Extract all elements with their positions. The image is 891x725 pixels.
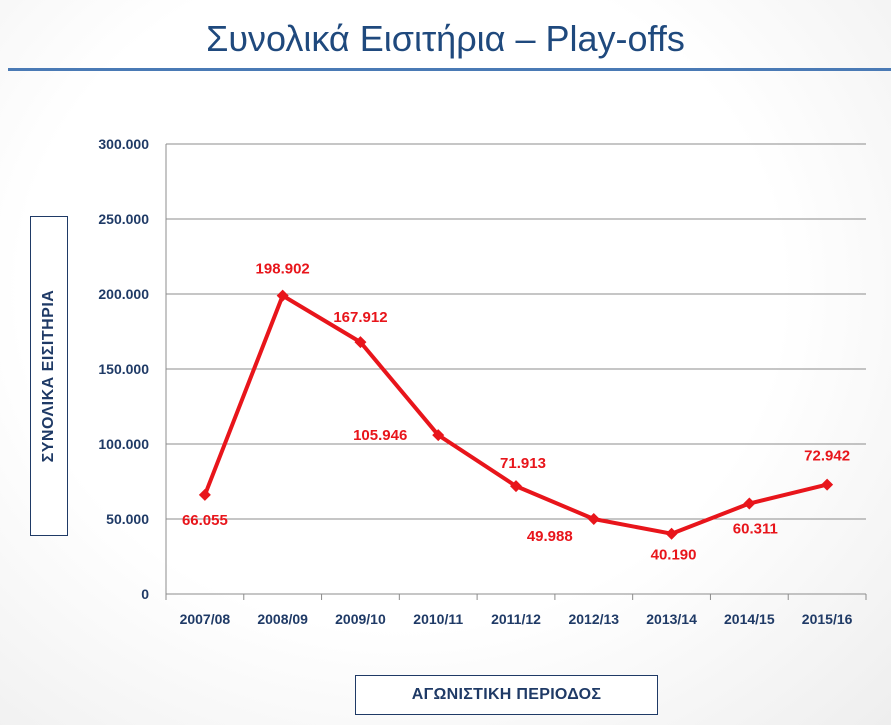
title-divider <box>8 68 891 71</box>
data-label: 105.946 <box>353 427 407 444</box>
data-label: 60.311 <box>733 521 778 538</box>
x-tick-label: 2008/09 <box>257 611 308 627</box>
data-point <box>354 336 367 349</box>
data-label: 167.912 <box>333 309 387 326</box>
y-tick-label: 50.000 <box>106 511 149 527</box>
x-tick-label: 2007/08 <box>180 611 231 627</box>
data-label: 72.942 <box>804 448 850 465</box>
data-label: 198.902 <box>256 261 310 278</box>
data-point <box>198 488 211 501</box>
y-tick-label: 200.000 <box>98 286 149 302</box>
data-label: 71.913 <box>500 455 546 472</box>
x-tick-label: 2014/15 <box>724 611 775 627</box>
data-point <box>510 480 522 493</box>
y-tick-label: 250.000 <box>98 211 149 227</box>
data-point <box>432 429 445 442</box>
data-point <box>587 513 600 526</box>
y-axis-label: ΣΥΝΟΛΙΚΑ ΕΙΣΙΤΗΡΙΑ <box>40 289 57 463</box>
x-tick-label: 2010/11 <box>413 611 463 627</box>
x-tick-label: 2009/10 <box>335 611 386 627</box>
x-axis-label: ΑΓΩΝΙΣΤΙΚΗ ΠΕΡΙΟΔΟΣ <box>411 686 602 703</box>
data-point <box>821 478 834 491</box>
data-point <box>743 497 756 510</box>
data-label: 66.055 <box>182 512 228 529</box>
data-point <box>276 289 289 302</box>
x-tick-label: 2015/16 <box>802 611 853 627</box>
data-label: 40.190 <box>651 547 697 564</box>
series-line <box>203 293 828 536</box>
data-label: 49.988 <box>527 528 573 545</box>
y-tick-label: 300.000 <box>98 136 149 152</box>
y-tick-label: 100.000 <box>98 436 149 452</box>
y-tick-label: 150.000 <box>98 361 149 377</box>
x-tick-label: 2013/14 <box>646 611 697 627</box>
data-point <box>665 527 678 540</box>
y-axis-label-box: ΣΥΝΟΛΙΚΑ ΕΙΣΙΤΗΡΙΑ <box>30 216 68 536</box>
page-title: Συνολικά Εισιτήρια – Play-offs <box>206 18 685 59</box>
y-tick-label: 0 <box>141 586 149 602</box>
x-tick-label: 2012/13 <box>568 611 619 627</box>
x-tick-label: 2011/12 <box>491 611 541 627</box>
x-axis-label-box: ΑΓΩΝΙΣΤΙΚΗ ΠΕΡΙΟΔΟΣ <box>355 675 658 715</box>
